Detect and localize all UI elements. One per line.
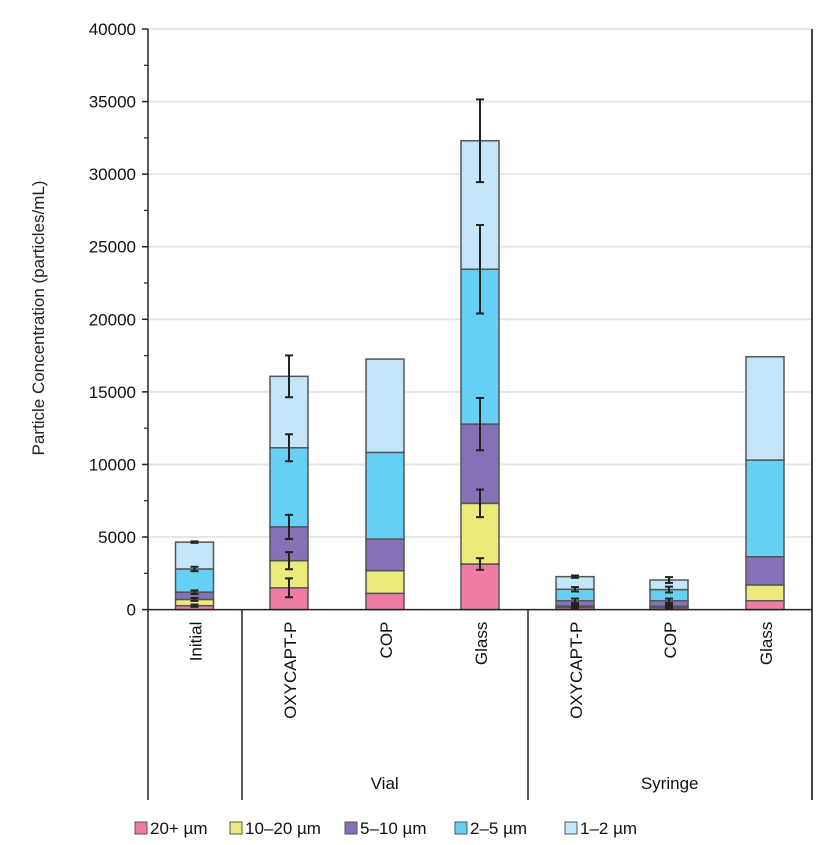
- error-bar: [476, 223, 484, 315]
- axes: 0 5000 10000 15000 20000 25000 30000 35000 40000…: [89, 20, 813, 800]
- bars: [174, 98, 785, 611]
- error-bar: [665, 576, 673, 584]
- error-bar: [476, 488, 484, 519]
- legend-swatch: [344, 821, 358, 835]
- bar-stack: [555, 574, 595, 611]
- legend-swatch: [229, 821, 243, 835]
- error-bar: [285, 354, 293, 399]
- legend: 20+ µm 10–20 µm 5–10 µm 2–5 µm 1–2 µm: [134, 819, 637, 838]
- bar-segment: [365, 592, 405, 611]
- y-tick-label: 35000: [89, 93, 136, 112]
- y-tick-label: 15000: [89, 383, 136, 402]
- bar-segment: [745, 459, 785, 558]
- legend-label: 10–20 µm: [245, 819, 321, 838]
- bar-segment: [745, 355, 785, 461]
- bar-stack: [649, 576, 689, 611]
- legend-item: 20+ µm: [134, 819, 208, 838]
- error-bar: [190, 596, 199, 602]
- error-bar: [571, 574, 579, 579]
- error-bar: [285, 513, 293, 540]
- x-tick-label: Glass: [472, 622, 491, 665]
- error-bar: [476, 557, 484, 571]
- bar-segment: [745, 584, 785, 602]
- legend-swatch: [454, 821, 468, 835]
- bar-segment: [365, 358, 405, 454]
- error-bar: [190, 565, 199, 573]
- error-bar: [571, 586, 579, 593]
- error-bar: [476, 98, 484, 184]
- bar-stack: [745, 355, 785, 611]
- legend-item: 5–10 µm: [344, 819, 427, 838]
- bar-segment: [460, 563, 500, 611]
- error-bar: [665, 603, 673, 609]
- y-tick-label: 5000: [98, 528, 136, 547]
- y-tick-label: 20000: [89, 310, 136, 329]
- legend-label: 20+ µm: [150, 819, 208, 838]
- x-tick-label: COP: [377, 622, 396, 659]
- error-bar: [190, 589, 199, 595]
- bar-segment: [365, 569, 405, 595]
- error-bar: [285, 551, 293, 571]
- legend-item: 10–20 µm: [229, 819, 321, 838]
- x-tick-label: Glass: [757, 622, 776, 665]
- legend-swatch: [564, 821, 578, 835]
- x-tick-label: OXYCAPT-P: [281, 622, 300, 719]
- bar-stack: [269, 354, 309, 611]
- group-label: Syringe: [641, 774, 699, 793]
- y-tick-label: 30000: [89, 165, 136, 184]
- bar-segment: [745, 556, 785, 586]
- error-bar: [190, 603, 199, 608]
- y-tick-label: 40000: [89, 20, 136, 39]
- error-bar: [665, 597, 673, 604]
- legend-swatch: [134, 821, 148, 835]
- group-label: Vial: [371, 774, 399, 793]
- legend-item: 1–2 µm: [564, 819, 637, 838]
- bar-segment: [174, 541, 215, 570]
- y-axis-label: Particle Concentration (particles/mL): [29, 181, 48, 456]
- x-tick-label: OXYCAPT-P: [567, 622, 586, 719]
- y-tick-label: 10000: [89, 455, 136, 474]
- y-tick-label: 25000: [89, 238, 136, 257]
- bar-segment: [745, 599, 785, 611]
- bar-stack: [174, 540, 215, 611]
- legend-label: 1–2 µm: [580, 819, 637, 838]
- legend-item: 2–5 µm: [454, 819, 527, 838]
- error-bar: [665, 585, 673, 594]
- error-bar: [285, 433, 293, 463]
- y-tick-label: 0: [127, 601, 136, 620]
- error-bar: [285, 577, 293, 599]
- legend-label: 5–10 µm: [360, 819, 427, 838]
- x-tick-label: COP: [661, 622, 680, 659]
- bar-stack: [365, 358, 405, 611]
- bar-segment: [365, 538, 405, 572]
- error-bar: [190, 540, 199, 544]
- error-bar: [476, 396, 484, 452]
- bar-segment: [174, 568, 215, 593]
- legend-label: 2–5 µm: [470, 819, 527, 838]
- x-tick-label: Initial: [187, 622, 206, 662]
- error-bar: [571, 597, 579, 604]
- error-bar: [571, 603, 579, 609]
- bar-segment: [365, 451, 405, 540]
- bar-stack: [460, 98, 500, 611]
